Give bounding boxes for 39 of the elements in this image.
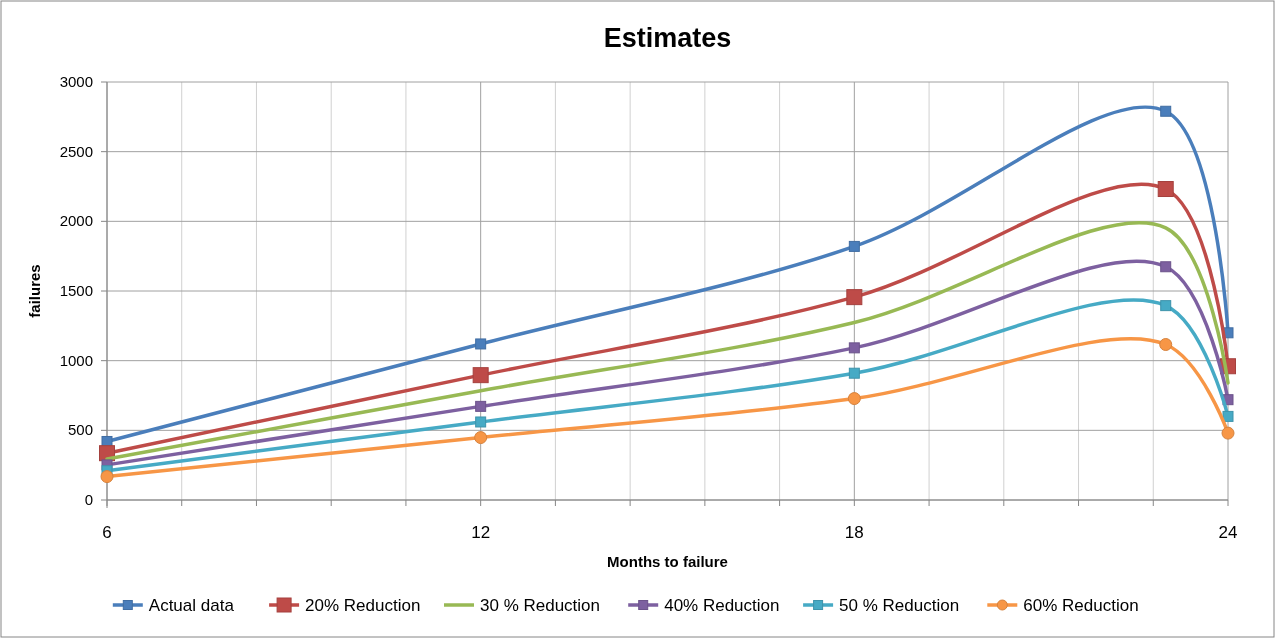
y-tick-label: 1500 bbox=[59, 282, 93, 299]
y-tick-label: 500 bbox=[67, 421, 93, 439]
point bbox=[472, 367, 489, 384]
y-tick-label: 0 bbox=[84, 491, 93, 508]
legend-label: 60% Reduction bbox=[1023, 596, 1139, 615]
point bbox=[475, 416, 487, 428]
x-tick-label: 18 bbox=[844, 523, 864, 542]
point bbox=[1221, 426, 1235, 440]
x-tick-label: 12 bbox=[471, 523, 491, 542]
point bbox=[1157, 181, 1174, 198]
point bbox=[848, 342, 860, 354]
legend-label: 30 % Reduction bbox=[480, 596, 601, 615]
point bbox=[1160, 105, 1172, 117]
legend-label: 50 % Reduction bbox=[839, 596, 960, 615]
y-tick-label: 1000 bbox=[59, 351, 93, 369]
y-tick-label: 2500 bbox=[59, 142, 93, 160]
point bbox=[848, 240, 860, 252]
x-tick-label: 24 bbox=[1218, 523, 1238, 542]
point bbox=[474, 431, 488, 445]
point bbox=[1160, 300, 1172, 312]
legend-label: 40% Reduction bbox=[664, 596, 780, 615]
point bbox=[475, 338, 487, 350]
point bbox=[1222, 410, 1234, 422]
legend-label: Actual data bbox=[148, 596, 235, 615]
legend-label: 20% Reduction bbox=[305, 596, 421, 615]
point bbox=[847, 392, 861, 406]
point bbox=[100, 470, 114, 484]
y-tick-label: 2000 bbox=[59, 212, 93, 230]
point bbox=[101, 435, 113, 447]
chart-title: Estimates bbox=[603, 23, 732, 53]
x-tick-label: 6 bbox=[102, 523, 112, 542]
y-axis-title: failures bbox=[26, 264, 43, 318]
y-tick-label: 3000 bbox=[59, 73, 93, 90]
point bbox=[475, 400, 487, 412]
x-axis-title: Months to failure bbox=[607, 553, 728, 570]
point bbox=[1159, 338, 1173, 351]
point bbox=[846, 289, 863, 306]
point bbox=[1160, 261, 1172, 273]
point bbox=[848, 367, 860, 379]
